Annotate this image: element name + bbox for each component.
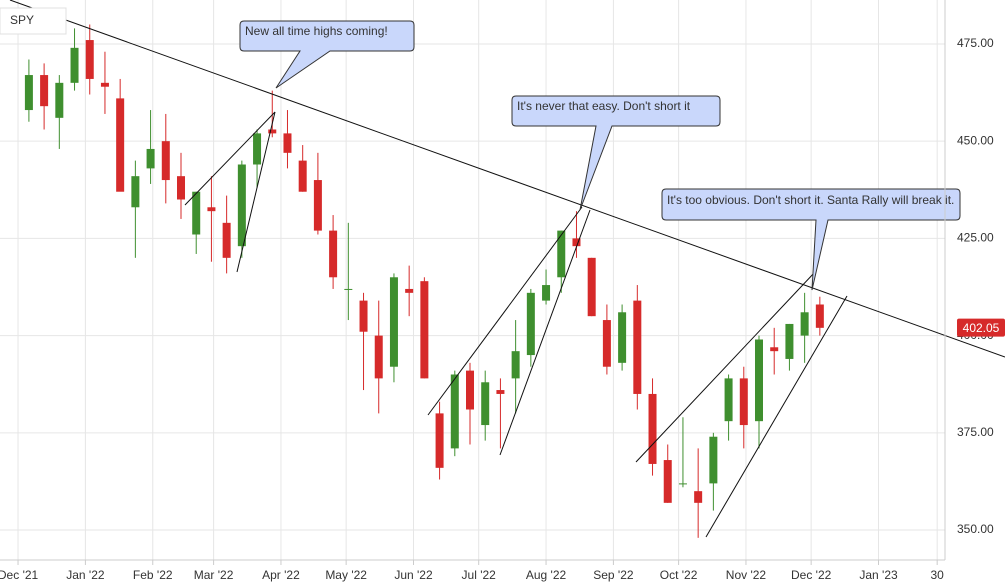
x-tick-label: Dec '21 bbox=[0, 568, 39, 582]
candle-body bbox=[389, 277, 398, 367]
candle-body bbox=[572, 238, 581, 247]
candle-body bbox=[526, 292, 535, 356]
x-tick-label: May '22 bbox=[325, 568, 367, 582]
grid bbox=[0, 0, 945, 560]
x-tick-label: Oct '22 bbox=[660, 568, 698, 582]
symbol: SPY bbox=[10, 13, 34, 27]
x-tick-label: 30 bbox=[930, 568, 944, 582]
candle-body bbox=[40, 75, 49, 107]
callout-box bbox=[239, 20, 415, 89]
price-tag bbox=[957, 318, 1005, 337]
x-tick-label: Jun '22 bbox=[394, 568, 433, 582]
candle-body bbox=[587, 257, 596, 317]
callout: It's too obvious. Don't short it. Santa … bbox=[661, 188, 961, 291]
trendline bbox=[635, 271, 816, 463]
price-tag-label: 402.05 bbox=[963, 321, 1000, 335]
candle-body bbox=[739, 378, 748, 426]
callout-box bbox=[511, 95, 721, 211]
x-tick-label: Jul '22 bbox=[462, 568, 497, 582]
candle-body bbox=[709, 436, 718, 484]
callout-box bbox=[661, 188, 961, 291]
x-tick-label: Dec '22 bbox=[791, 568, 832, 582]
candle-body bbox=[785, 323, 794, 359]
x-tick-label: Jan '23 bbox=[859, 568, 898, 582]
candle-body bbox=[161, 141, 170, 181]
x-tick-label: Sep '22 bbox=[593, 568, 634, 582]
candle-body bbox=[663, 460, 672, 503]
trendlines bbox=[9, 0, 1005, 538]
candle-body bbox=[207, 207, 216, 212]
trendline bbox=[427, 206, 583, 416]
x-tick-label: Apr '22 bbox=[262, 568, 300, 582]
candles bbox=[24, 24, 824, 538]
y-tick-label: 450.00 bbox=[957, 133, 994, 147]
trendline bbox=[184, 111, 276, 206]
candle-body bbox=[177, 176, 186, 200]
candle-body bbox=[70, 47, 79, 83]
candle-body bbox=[405, 288, 414, 293]
candle-body bbox=[542, 285, 551, 301]
candle-body bbox=[618, 312, 627, 363]
trendline bbox=[705, 295, 848, 538]
x-tick-label: Nov '22 bbox=[726, 568, 767, 582]
symbol-box bbox=[0, 7, 67, 35]
candle-body bbox=[557, 230, 566, 278]
candle-body bbox=[678, 483, 687, 485]
trendline bbox=[9, 0, 1005, 358]
callout-text: It's never that easy. Don't short it bbox=[517, 99, 691, 113]
candle-body bbox=[55, 82, 64, 118]
candle-body bbox=[131, 176, 140, 208]
callout-text: New all time highs coming! bbox=[245, 24, 388, 38]
candle-body bbox=[420, 281, 429, 379]
trendline bbox=[236, 111, 276, 273]
candle-body bbox=[800, 312, 809, 336]
candle-body bbox=[298, 160, 307, 192]
x-tick-label: Jan '22 bbox=[66, 568, 105, 582]
y-tick-label: 425.00 bbox=[957, 231, 994, 245]
candle-body bbox=[222, 222, 231, 258]
candle-body bbox=[496, 390, 505, 394]
candle-body bbox=[466, 370, 475, 410]
candle-body bbox=[694, 491, 703, 503]
candle-body bbox=[359, 300, 368, 332]
y-tick-label: 475.00 bbox=[957, 36, 994, 50]
callout-text: It's too obvious. Don't short it. Santa … bbox=[667, 193, 954, 207]
trendline bbox=[499, 209, 591, 456]
candle-body bbox=[648, 393, 657, 464]
callout: It's never that easy. Don't short it bbox=[511, 95, 721, 211]
candle-body bbox=[481, 382, 490, 426]
x-tick-label: Mar '22 bbox=[194, 568, 234, 582]
axes: 350.00375.00400.00425.00450.00475.00Dec … bbox=[0, 36, 1005, 582]
candle-body bbox=[815, 304, 824, 328]
candle-body bbox=[344, 288, 353, 290]
y-tick-label: 350.00 bbox=[957, 522, 994, 536]
candle-body bbox=[511, 351, 520, 379]
candle-body bbox=[100, 82, 109, 87]
candle-body bbox=[192, 191, 201, 235]
candle-body bbox=[253, 133, 262, 165]
candle-body bbox=[770, 347, 779, 352]
candle-body bbox=[313, 180, 322, 231]
candle-body bbox=[374, 335, 383, 379]
candle-body bbox=[633, 300, 642, 394]
candle-body bbox=[724, 378, 733, 422]
candle-body bbox=[450, 374, 459, 449]
candle-body bbox=[754, 339, 763, 422]
callout: New all time highs coming! bbox=[239, 20, 415, 89]
candle-body bbox=[116, 98, 125, 192]
candle-body bbox=[329, 230, 338, 278]
candle-body bbox=[435, 413, 444, 468]
candle-body bbox=[146, 148, 155, 169]
candle-body bbox=[85, 40, 94, 79]
candle-body bbox=[237, 164, 246, 247]
candle-body bbox=[268, 129, 277, 134]
x-tick-label: Feb '22 bbox=[133, 568, 173, 582]
candle-body bbox=[602, 320, 611, 367]
candle-body bbox=[24, 75, 33, 111]
x-tick-label: Aug '22 bbox=[526, 568, 567, 582]
candle-body bbox=[283, 133, 292, 153]
y-tick-label: 375.00 bbox=[957, 425, 994, 439]
